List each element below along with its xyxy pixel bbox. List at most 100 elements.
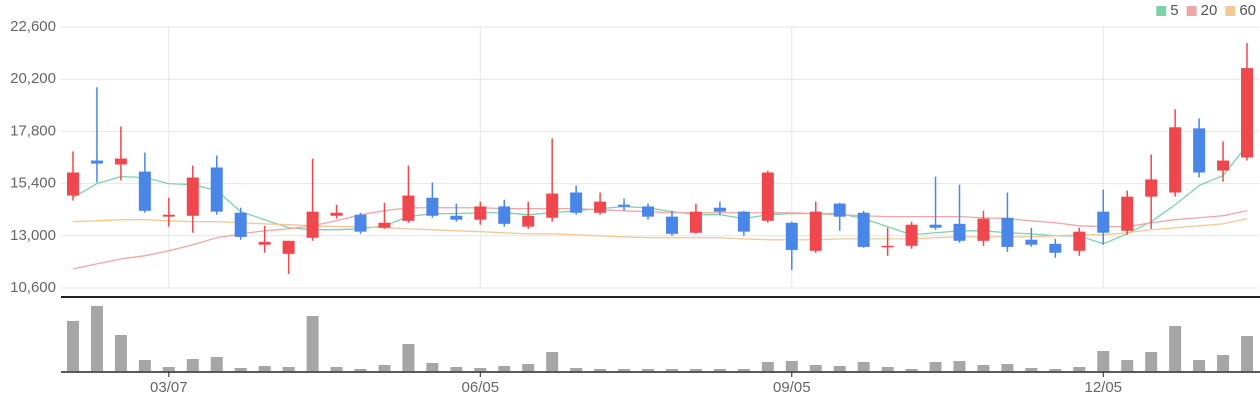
candle-body: [90, 160, 103, 164]
candle-body: [1049, 243, 1062, 253]
legend-swatch: [1225, 6, 1236, 16]
candle-body: [330, 212, 343, 216]
y-tick-label: 15,400: [10, 175, 56, 192]
volume-bar: [905, 369, 918, 371]
legend-label: 5: [1170, 2, 1178, 19]
candle-body: [234, 212, 247, 237]
legend-swatch: [1156, 6, 1167, 16]
volume-bar: [450, 367, 463, 371]
candle-body: [713, 207, 726, 212]
ma-line: [72, 145, 1248, 245]
legend-label: 20: [1201, 2, 1218, 19]
volume-bar: [282, 367, 295, 371]
candle-body: [594, 201, 607, 213]
volume-bar: [474, 368, 487, 371]
candle-body: [570, 192, 583, 213]
candle-body: [809, 211, 822, 251]
candle-body: [1241, 68, 1254, 158]
candle-body: [162, 214, 175, 217]
x-tick-label: 06/05: [462, 379, 500, 396]
volume-bar: [306, 316, 319, 371]
volume-bar: [426, 363, 439, 371]
candle-body: [378, 222, 391, 228]
y-tick-label: 13,000: [10, 227, 56, 244]
volume-bar: [234, 368, 247, 371]
volume-bar: [618, 369, 631, 371]
candle-body: [881, 245, 894, 248]
y-tick-label: 22,600: [10, 18, 56, 35]
candle-body: [737, 211, 750, 232]
candle-body: [450, 215, 463, 220]
candle-body: [354, 214, 367, 232]
volume-bar: [1169, 326, 1182, 371]
candle-body: [1169, 127, 1182, 193]
volume-bar: [929, 362, 942, 371]
candle-body: [1073, 231, 1086, 251]
volume-bar: [1001, 364, 1014, 371]
volume-bar: [761, 362, 774, 371]
volume-bar: [546, 352, 559, 371]
volume-bar: [114, 335, 127, 371]
y-tick-label: 20,200: [10, 70, 56, 87]
ma-line: [72, 217, 1248, 241]
volume-bar: [570, 368, 583, 371]
volume-bar: [1049, 369, 1062, 371]
volume-bar: [522, 364, 535, 371]
candle-body: [929, 224, 942, 228]
candle-body: [210, 167, 223, 212]
x-tick-label: 12/05: [1084, 379, 1122, 396]
candle-body: [618, 204, 631, 207]
candle-body: [114, 158, 127, 165]
volume-bar: [594, 369, 607, 371]
volume-bar: [1073, 367, 1086, 371]
legend-swatch: [1186, 6, 1197, 16]
candle-body: [402, 195, 415, 221]
volume-bar: [977, 365, 990, 371]
candle-body: [665, 216, 678, 234]
candle-body: [642, 206, 655, 217]
volume-bar: [665, 369, 678, 371]
candle-body: [1217, 160, 1230, 171]
volume-bar: [330, 367, 343, 371]
candle-body: [1145, 179, 1158, 197]
volume-bar: [785, 361, 798, 371]
volume-bar: [1097, 351, 1110, 371]
candle-body: [138, 171, 151, 211]
volume-bar: [66, 321, 79, 371]
candle-body: [1121, 196, 1134, 231]
x-tick-label: 09/05: [773, 379, 811, 396]
volume-bar: [378, 365, 391, 371]
volume-bar: [881, 367, 894, 371]
candle-body: [498, 206, 511, 224]
candle-body: [546, 193, 559, 218]
candle-body: [953, 223, 966, 241]
volume-bar: [210, 357, 223, 371]
candle-body: [306, 211, 319, 238]
volume-bar: [689, 369, 702, 371]
volume-bar: [186, 359, 199, 371]
candle-body: [522, 215, 535, 227]
volume-bar: [90, 306, 103, 371]
volume-bar: [1121, 360, 1134, 371]
volume-bar: [857, 362, 870, 371]
candle-body: [474, 206, 487, 220]
x-tick-label: 03/07: [150, 379, 188, 396]
volume-bar: [354, 369, 367, 371]
candle-body: [977, 218, 990, 241]
legend-label: 60: [1239, 2, 1256, 19]
y-tick-label: 10,600: [10, 279, 56, 296]
volume-bar: [498, 366, 511, 371]
volume-bar: [402, 344, 415, 371]
candle-body: [761, 172, 774, 221]
volume-bar: [258, 366, 271, 371]
volume-bar: [809, 365, 822, 371]
volume-bar: [1025, 368, 1038, 371]
candle-body: [282, 240, 295, 254]
candle-body: [66, 172, 79, 196]
candle-body: [785, 222, 798, 250]
y-tick-label: 17,800: [10, 122, 56, 139]
candle-body: [1025, 239, 1038, 245]
candle-body: [689, 211, 702, 233]
candle-body: [905, 224, 918, 246]
